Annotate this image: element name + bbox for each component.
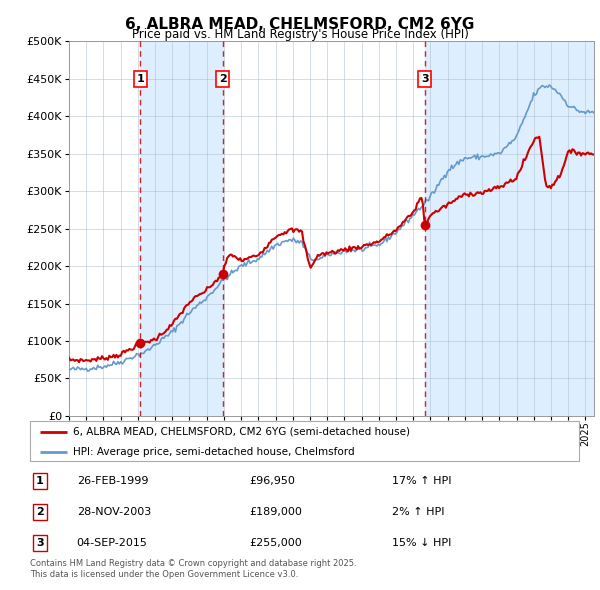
Text: 3: 3 [421,74,428,84]
Text: Price paid vs. HM Land Registry's House Price Index (HPI): Price paid vs. HM Land Registry's House … [131,28,469,41]
Text: 3: 3 [36,538,44,548]
Text: 04-SEP-2015: 04-SEP-2015 [77,538,148,548]
Text: HPI: Average price, semi-detached house, Chelmsford: HPI: Average price, semi-detached house,… [73,447,355,457]
Text: £96,950: £96,950 [250,476,295,486]
Text: 2: 2 [218,74,226,84]
Text: 2: 2 [36,507,44,517]
Text: 2% ↑ HPI: 2% ↑ HPI [392,507,445,517]
Text: £189,000: £189,000 [250,507,302,517]
Text: 1: 1 [137,74,145,84]
Text: £255,000: £255,000 [250,538,302,548]
Text: Contains HM Land Registry data © Crown copyright and database right 2025.
This d: Contains HM Land Registry data © Crown c… [30,559,356,579]
Text: 26-FEB-1999: 26-FEB-1999 [77,476,148,486]
Text: 6, ALBRA MEAD, CHELMSFORD, CM2 6YG: 6, ALBRA MEAD, CHELMSFORD, CM2 6YG [125,17,475,31]
Text: 17% ↑ HPI: 17% ↑ HPI [392,476,452,486]
Bar [425,41,594,416]
Text: 6, ALBRA MEAD, CHELMSFORD, CM2 6YG (semi-detached house): 6, ALBRA MEAD, CHELMSFORD, CM2 6YG (semi… [73,427,410,437]
Text: 28-NOV-2003: 28-NOV-2003 [77,507,151,517]
FancyBboxPatch shape [30,421,579,461]
Bar [140,41,223,416]
Text: 15% ↓ HPI: 15% ↓ HPI [392,538,452,548]
Text: 1: 1 [36,476,44,486]
